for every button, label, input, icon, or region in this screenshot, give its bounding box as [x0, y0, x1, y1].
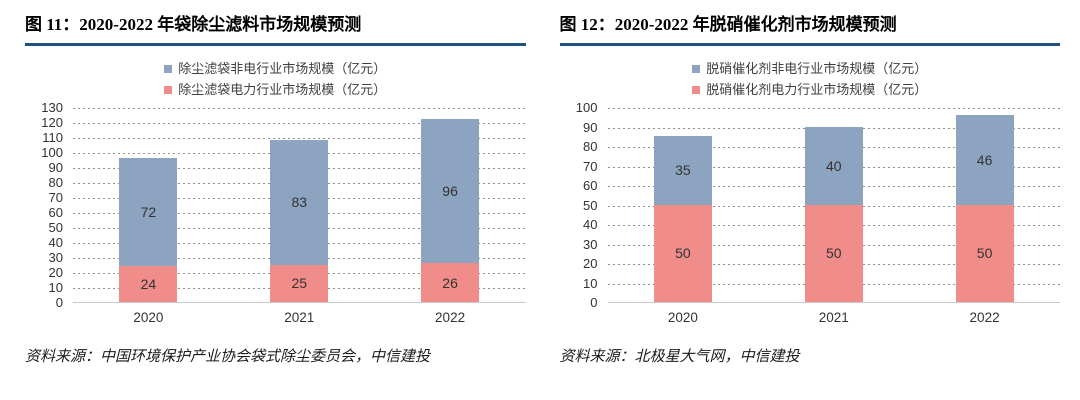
- bar-segment-nonpower: 72: [119, 158, 178, 266]
- y-tick-label: 130: [41, 100, 63, 115]
- legend-item-nonpower: 脱硝催化剂非电行业市场规模（亿元）: [692, 61, 927, 77]
- legend-label: 脱硝催化剂电力行业市场规模（亿元）: [706, 82, 928, 97]
- y-tick-label: 50: [48, 220, 63, 235]
- legend-label: 脱硝催化剂非电行业市场规模（亿元）: [706, 61, 928, 76]
- y-tick-label: 40: [583, 217, 598, 232]
- bar-value-label: 83: [291, 194, 308, 211]
- figure-12-card: 图 12：2020-2022 年脱硝催化剂市场规模预测 脱硝催化剂非电行业市场规…: [559, 14, 1061, 366]
- legend-label: 除尘滤袋电力行业市场规模（亿元）: [178, 82, 387, 97]
- y-tick-label: 0: [590, 295, 598, 310]
- y-tick-label: 70: [48, 190, 63, 205]
- figure-12-chart: 0 10 20 30 40 50 60 70 80 90 100 35 50 40 50 46 50: [560, 100, 1060, 310]
- figure-11-chart: 0 10 20 30 40 50 60 70 80 90 100 110 120 130 72 24 83 25…: [25, 100, 526, 310]
- y-tick-label: 90: [48, 160, 63, 175]
- bar-value-label: 50: [825, 245, 842, 262]
- bar-segment-power: 25: [270, 264, 329, 302]
- bar-segment-power: 26: [421, 263, 480, 302]
- bar-value-label: 26: [442, 274, 458, 291]
- stacked-bar-2022: 46 50: [955, 114, 1014, 302]
- legend-swatch-blue: [692, 65, 701, 73]
- y-tick-label: 30: [48, 250, 63, 265]
- legend-item-power: 脱硝催化剂电力行业市场规模（亿元）: [692, 82, 927, 98]
- figure-12-legend: 脱硝催化剂非电行业市场规模（亿元） 脱硝催化剂电力行业市场规模（亿元）: [692, 61, 927, 98]
- x-tick-label: 2021: [284, 310, 315, 325]
- bar-value-label: 46: [976, 151, 993, 168]
- stacked-bar-2022: 96 26: [421, 119, 480, 302]
- bar-value-label: 40: [825, 157, 842, 174]
- legend-swatch-blue: [164, 65, 173, 73]
- gridline: [73, 123, 526, 124]
- stacked-bar-2020: 35 50: [653, 136, 712, 302]
- y-tick-label: 80: [583, 139, 598, 154]
- y-tick-label: 100: [41, 145, 63, 160]
- x-axis: 2020 2021 2022: [73, 310, 526, 325]
- x-tick-label: 2020: [133, 310, 164, 325]
- y-tick-label: 100: [575, 100, 598, 115]
- stacked-bar-2020: 72 24: [119, 158, 178, 302]
- gridline: [73, 108, 526, 109]
- y-tick-label: 70: [583, 158, 598, 174]
- gridline: [607, 108, 1060, 109]
- plot-area: 35 50 40 50 46 50: [607, 108, 1060, 303]
- report-figures-row: 图 11：2020-2022 年袋除尘滤料市场规模预测 除尘滤袋非电行业市场规模…: [25, 14, 1061, 366]
- gridline: [73, 138, 526, 139]
- x-tick-label: 2021: [818, 310, 849, 325]
- bar-segment-nonpower: 35: [653, 136, 712, 205]
- y-tick-label: 0: [55, 295, 63, 310]
- title-rule: [25, 43, 526, 46]
- bar-value-label: 35: [675, 162, 691, 179]
- stacked-bar-2021: 40 50: [804, 126, 863, 302]
- legend-item-power: 除尘滤袋电力行业市场规模（亿元）: [164, 82, 386, 98]
- figure-11-source: 资料来源：中国环境保护产业协会袋式除尘委员会，中信建投: [25, 349, 431, 365]
- plot-area: 72 24 83 25 96 26: [73, 108, 526, 303]
- y-tick-label: 60: [583, 178, 598, 193]
- figure-12-title: 图 12：2020-2022 年脱硝催化剂市场规模预测: [559, 15, 897, 34]
- stacked-bar-2021: 83 25: [270, 140, 329, 302]
- y-tick-label: 40: [48, 235, 63, 250]
- x-axis: 2020 2021 2022: [608, 310, 1061, 325]
- bar-value-label: 50: [976, 245, 993, 262]
- bar-segment-nonpower: 40: [804, 126, 863, 205]
- title-rule: [559, 43, 1060, 46]
- y-tick-label: 110: [42, 130, 63, 145]
- x-tick-label: 2020: [667, 310, 698, 325]
- y-tick-label: 60: [48, 205, 63, 220]
- bar-value-label: 24: [140, 276, 157, 292]
- y-tick-label: 50: [583, 197, 598, 213]
- figure-11-card: 图 11：2020-2022 年袋除尘滤料市场规模预测 除尘滤袋非电行业市场规模…: [25, 14, 526, 366]
- figure-11-legend: 除尘滤袋非电行业市场规模（亿元） 除尘滤袋电力行业市场规模（亿元）: [164, 61, 386, 98]
- legend-item-nonpower: 除尘滤袋非电行业市场规模（亿元）: [164, 61, 386, 77]
- y-tick-label: 120: [41, 115, 63, 130]
- bar-value-label: 72: [140, 204, 157, 220]
- y-tick-label: 10: [48, 280, 63, 295]
- bar-value-label: 96: [442, 183, 458, 199]
- legend-swatch-red: [692, 86, 701, 94]
- y-tick-label: 20: [48, 265, 63, 280]
- y-axis: 0 10 20 30 40 50 60 70 80 90 100 110 120 130: [25, 100, 73, 310]
- y-tick-label: 10: [583, 275, 598, 291]
- y-tick-label: 80: [48, 175, 63, 190]
- x-tick-label: 2022: [969, 310, 1000, 325]
- y-axis: 0 10 20 30 40 50 60 70 80 90 100: [560, 100, 608, 310]
- legend-swatch-red: [164, 86, 173, 94]
- bar-segment-power: 24: [119, 266, 178, 302]
- bar-segment-nonpower: 46: [955, 114, 1014, 205]
- figure-12-source: 资料来源：北极星大气网，中信建投: [559, 349, 800, 365]
- x-tick-label: 2022: [435, 310, 466, 325]
- y-tick-label: 90: [583, 119, 598, 135]
- bar-value-label: 25: [291, 275, 308, 292]
- bar-segment-nonpower: 96: [421, 119, 480, 263]
- figure-11-title: 图 11：2020-2022 年袋除尘滤料市场规模预测: [25, 15, 362, 34]
- bar-value-label: 50: [675, 245, 691, 262]
- bar-segment-power: 50: [804, 204, 863, 302]
- y-tick-label: 30: [583, 236, 598, 252]
- y-tick-label: 20: [583, 256, 598, 271]
- bar-segment-power: 50: [955, 204, 1014, 302]
- legend-label: 除尘滤袋非电行业市场规模（亿元）: [178, 61, 387, 76]
- bar-segment-nonpower: 83: [270, 140, 329, 265]
- bar-segment-power: 50: [653, 204, 712, 302]
